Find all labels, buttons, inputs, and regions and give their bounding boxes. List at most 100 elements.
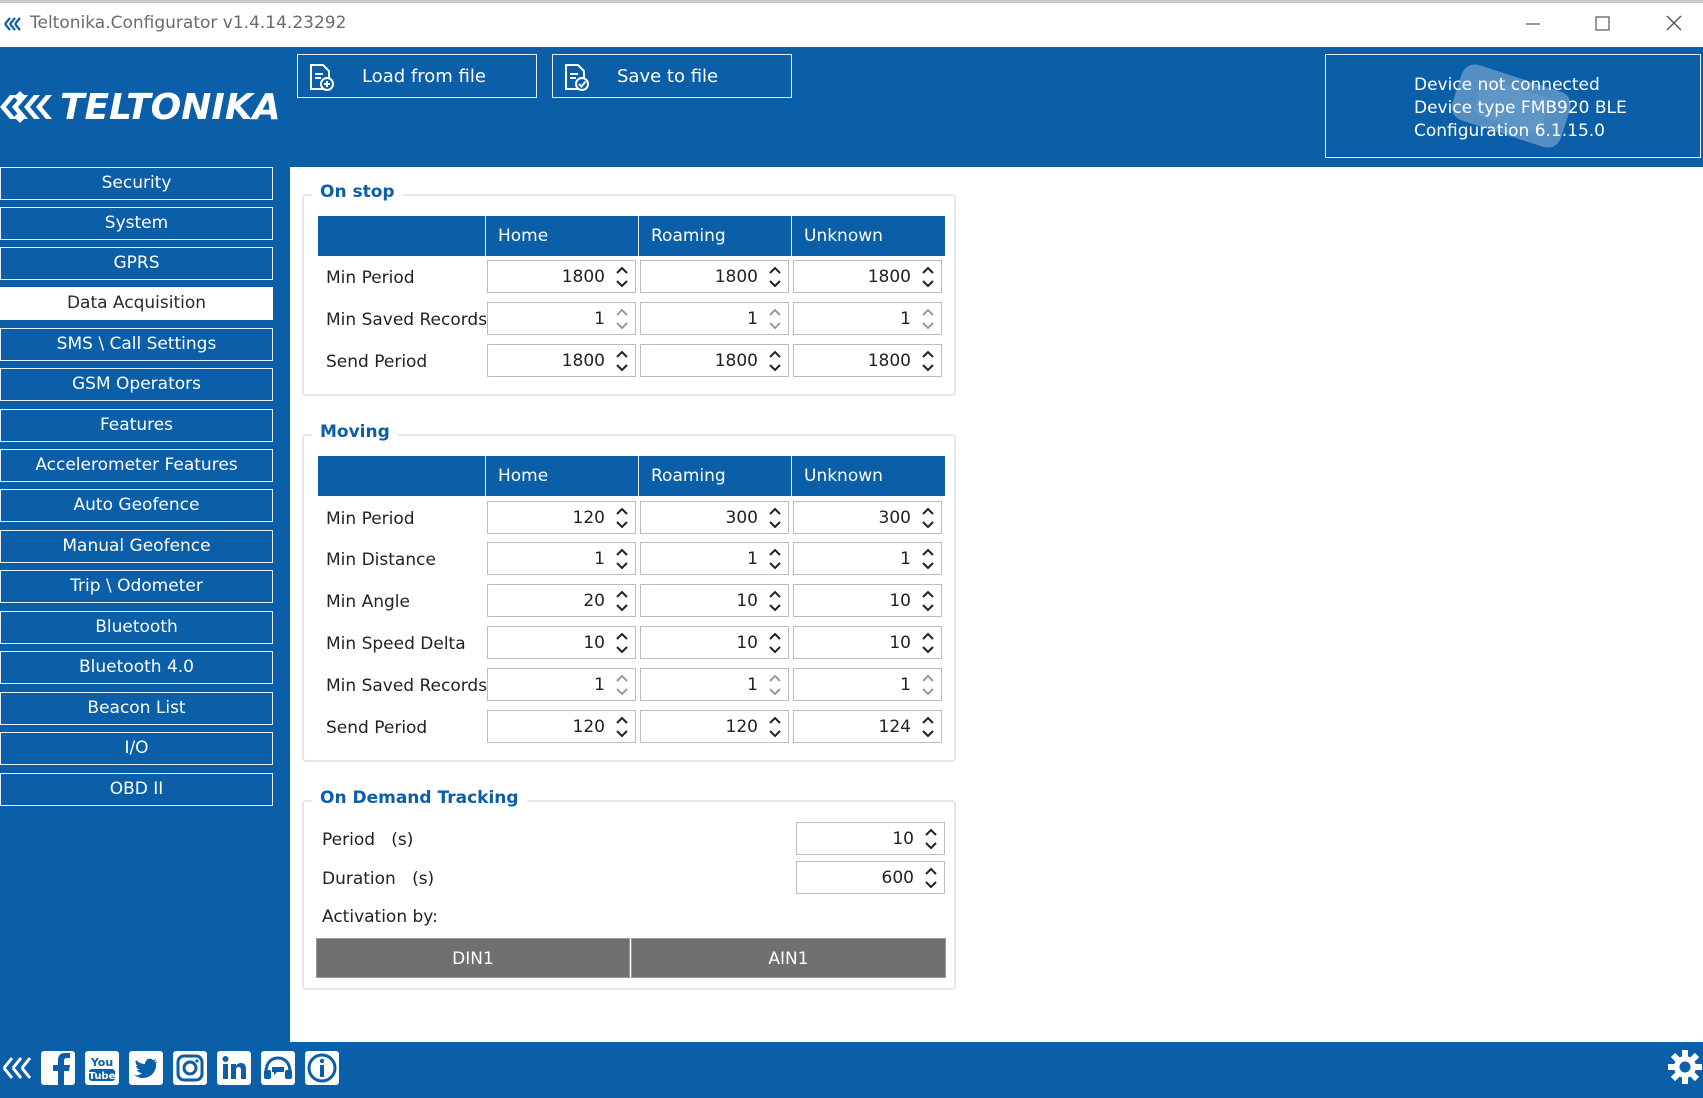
sidebar-item-bluetooth-4[interactable]: Bluetooth 4.0 bbox=[0, 651, 273, 684]
min-angle-roaming-stepper[interactable]: 10 bbox=[640, 584, 789, 617]
gear-icon[interactable] bbox=[1666, 1048, 1703, 1086]
sidebar-item-trip-odometer[interactable]: Trip \ Odometer bbox=[0, 570, 273, 603]
spinner-arrows-icon[interactable] bbox=[767, 546, 783, 572]
moving-min-saved-records-home-stepper[interactable]: 1 bbox=[487, 668, 636, 701]
spinner-arrows-icon[interactable] bbox=[614, 588, 630, 614]
sidebar-item-gprs[interactable]: GPRS bbox=[0, 247, 273, 280]
spinner-arrows-icon[interactable] bbox=[920, 630, 936, 656]
spinner-arrows-icon[interactable] bbox=[767, 714, 783, 740]
sidebar-item-security[interactable]: Security bbox=[0, 167, 273, 200]
info-icon[interactable] bbox=[304, 1050, 340, 1086]
twitter-icon[interactable] bbox=[128, 1050, 164, 1086]
min-distance-roaming-stepper[interactable]: 1 bbox=[640, 542, 789, 575]
min-saved-records-home-stepper[interactable]: 1 bbox=[487, 302, 636, 335]
instagram-icon[interactable] bbox=[172, 1050, 208, 1086]
save-to-file-button[interactable]: Save to file bbox=[552, 54, 792, 98]
moving-send-period-unknown-stepper[interactable]: 124 bbox=[793, 710, 942, 743]
min-period-unknown-stepper[interactable]: 1800 bbox=[793, 260, 942, 293]
sidebar-item-manual-geofence[interactable]: Manual Geofence bbox=[0, 530, 273, 563]
min-angle-home-stepper[interactable]: 20 bbox=[487, 584, 636, 617]
close-icon[interactable] bbox=[1654, 10, 1694, 38]
linkedin-icon[interactable] bbox=[216, 1050, 252, 1086]
column-roaming: Roaming bbox=[638, 216, 791, 256]
facebook-icon[interactable] bbox=[40, 1050, 76, 1086]
spinner-arrows-icon[interactable] bbox=[923, 826, 939, 852]
spinner-arrows-icon[interactable] bbox=[614, 306, 630, 332]
spinner-arrows-icon[interactable] bbox=[920, 714, 936, 740]
moving-send-period-roaming-stepper[interactable]: 120 bbox=[640, 710, 789, 743]
minimize-icon[interactable] bbox=[1512, 10, 1552, 38]
spinner-arrows-icon[interactable] bbox=[920, 264, 936, 290]
min-period-home-stepper[interactable]: 1800 bbox=[487, 260, 636, 293]
sidebar-item-io[interactable]: I/O bbox=[0, 732, 273, 765]
column-home: Home bbox=[485, 456, 638, 496]
activation-ain1-button[interactable]: AIN1 bbox=[631, 938, 946, 978]
spinner-arrows-icon[interactable] bbox=[920, 546, 936, 572]
sidebar-item-beacon-list[interactable]: Beacon List bbox=[0, 692, 273, 725]
spinner-arrows-icon[interactable] bbox=[920, 348, 936, 374]
moving-min-saved-records-unknown-stepper[interactable]: 1 bbox=[793, 668, 942, 701]
spinner-arrows-icon[interactable] bbox=[614, 672, 630, 698]
duration-stepper[interactable]: 600 bbox=[796, 861, 945, 894]
spinner-arrows-icon[interactable] bbox=[767, 264, 783, 290]
sidebar-item-gsm-operators[interactable]: GSM Operators bbox=[0, 368, 273, 401]
spinner-arrows-icon[interactable] bbox=[614, 264, 630, 290]
spinner-arrows-icon[interactable] bbox=[614, 348, 630, 374]
spinner-arrows-icon[interactable] bbox=[767, 505, 783, 531]
min-distance-home-stepper[interactable]: 1 bbox=[487, 542, 636, 575]
sidebar-item-features[interactable]: Features bbox=[0, 409, 273, 442]
spinner-arrows-icon[interactable] bbox=[767, 588, 783, 614]
send-period-roaming-stepper[interactable]: 1800 bbox=[640, 344, 789, 377]
send-period-home-stepper[interactable]: 1800 bbox=[487, 344, 636, 377]
min-speed-delta-unknown-stepper[interactable]: 10 bbox=[793, 626, 942, 659]
support-icon[interactable] bbox=[260, 1050, 296, 1086]
min-period-roaming-stepper[interactable]: 1800 bbox=[640, 260, 789, 293]
svg-text:Tube: Tube bbox=[89, 1071, 116, 1082]
spinner-arrows-icon[interactable] bbox=[614, 505, 630, 531]
row-label: Send Period bbox=[326, 352, 428, 372]
youtube-icon[interactable]: You Tube bbox=[84, 1050, 120, 1086]
moving-min-period-home-stepper[interactable]: 120 bbox=[487, 501, 636, 534]
spinner-arrows-icon[interactable] bbox=[920, 505, 936, 531]
sidebar-item-data-acquisition[interactable]: Data Acquisition bbox=[0, 287, 273, 320]
teltonika-logo: TELTONIKA bbox=[0, 87, 281, 128]
spinner-arrows-icon[interactable] bbox=[614, 630, 630, 656]
spinner-arrows-icon[interactable] bbox=[920, 588, 936, 614]
spinner-arrows-icon[interactable] bbox=[614, 546, 630, 572]
sidebar-item-system[interactable]: System bbox=[0, 207, 273, 240]
device-image-icon bbox=[1451, 64, 1571, 148]
device-status-panel: Device not connected Device type FMB920 … bbox=[1325, 54, 1701, 158]
load-from-file-button[interactable]: Load from file bbox=[297, 54, 537, 98]
sidebar-item-accelerometer-features[interactable]: Accelerometer Features bbox=[0, 449, 273, 482]
send-period-unknown-stepper[interactable]: 1800 bbox=[793, 344, 942, 377]
min-saved-records-roaming-stepper[interactable]: 1 bbox=[640, 302, 789, 335]
maximize-icon[interactable] bbox=[1582, 10, 1622, 38]
spinner-arrows-icon[interactable] bbox=[767, 306, 783, 332]
spinner-arrows-icon[interactable] bbox=[920, 672, 936, 698]
moving-min-period-roaming-stepper[interactable]: 300 bbox=[640, 501, 789, 534]
moving-min-period-unknown-stepper[interactable]: 300 bbox=[793, 501, 942, 534]
min-angle-unknown-stepper[interactable]: 10 bbox=[793, 584, 942, 617]
activation-din1-button[interactable]: DIN1 bbox=[316, 938, 630, 978]
min-speed-delta-roaming-stepper[interactable]: 10 bbox=[640, 626, 789, 659]
sidebar-item-sms-call-settings[interactable]: SMS \ Call Settings bbox=[0, 328, 273, 361]
min-saved-records-unknown-stepper[interactable]: 1 bbox=[793, 302, 942, 335]
spinner-arrows-icon[interactable] bbox=[767, 630, 783, 656]
sidebar-item-auto-geofence[interactable]: Auto Geofence bbox=[0, 489, 273, 522]
teltonika-icon[interactable] bbox=[0, 1050, 36, 1086]
spinner-arrows-icon[interactable] bbox=[767, 672, 783, 698]
spinner-arrows-icon[interactable] bbox=[614, 714, 630, 740]
moving-min-saved-records-roaming-stepper[interactable]: 1 bbox=[640, 668, 789, 701]
device-connection-status: Device not connected bbox=[1414, 75, 1600, 95]
spinner-arrows-icon[interactable] bbox=[767, 348, 783, 374]
min-distance-unknown-stepper[interactable]: 1 bbox=[793, 542, 942, 575]
spinner-arrows-icon[interactable] bbox=[923, 865, 939, 891]
sidebar-item-bluetooth[interactable]: Bluetooth bbox=[0, 611, 273, 644]
period-stepper[interactable]: 10 bbox=[796, 822, 945, 855]
row-label: Min Period bbox=[326, 268, 415, 288]
on-demand-tracking-group: On Demand Tracking Period (s) 10 Duratio… bbox=[302, 788, 956, 990]
spinner-arrows-icon[interactable] bbox=[920, 306, 936, 332]
moving-send-period-home-stepper[interactable]: 120 bbox=[487, 710, 636, 743]
min-speed-delta-home-stepper[interactable]: 10 bbox=[487, 626, 636, 659]
sidebar-item-obd-ii[interactable]: OBD II bbox=[0, 773, 273, 806]
